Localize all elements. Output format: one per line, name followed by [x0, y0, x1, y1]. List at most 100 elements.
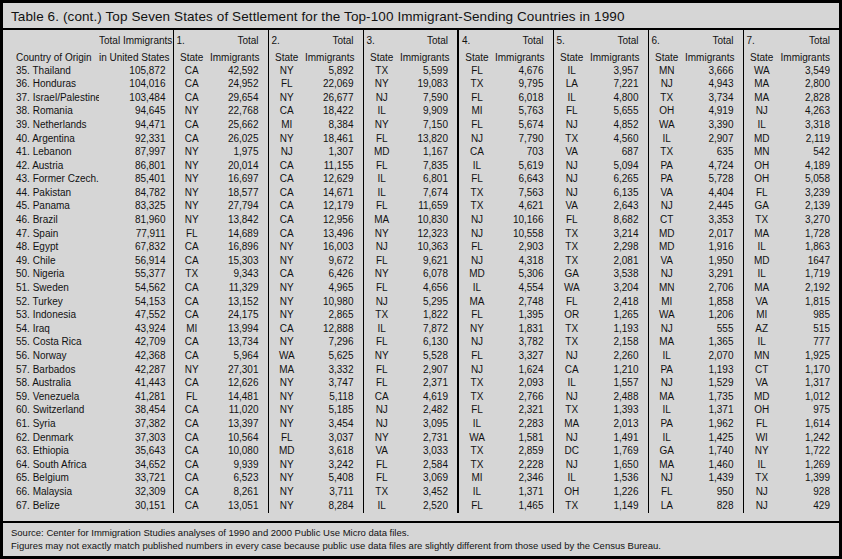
country-cell: 60. Switzerland	[3, 404, 99, 418]
state-cell: NY	[268, 241, 305, 255]
state-count-cell: 429	[780, 499, 839, 513]
state-count-cell: 10,564	[210, 431, 268, 445]
col-header-state-label: State	[363, 47, 400, 64]
state-count-cell: 1,728	[780, 227, 839, 241]
country-cell: 63. Ethiopia	[3, 445, 99, 459]
state-cell: OR	[553, 309, 590, 323]
total-immigrants-cell: 42,368	[99, 349, 173, 363]
state-count-cell: 1,925	[780, 349, 839, 363]
state-cell: FL	[363, 472, 400, 486]
state-cell: NJ	[363, 295, 400, 309]
country-cell: 59. Venezuela	[3, 390, 99, 404]
state-cell: CA	[173, 132, 210, 146]
table-row: 56. Norway42,368CA5,964WA5,625NY5,528FL3…	[3, 349, 839, 363]
state-count-cell: 1,581	[495, 431, 553, 445]
state-count-cell: 2,903	[495, 241, 553, 255]
col-header-total-label: Total	[590, 30, 648, 47]
state-cell: IL	[648, 132, 685, 146]
state-count-cell: 5,094	[590, 159, 648, 173]
country-cell: 56. Norway	[3, 349, 99, 363]
state-cell: VA	[363, 445, 400, 459]
state-cell: CA	[268, 105, 305, 119]
state-cell: MA	[363, 214, 400, 228]
state-count-cell: 42,592	[210, 64, 268, 78]
state-cell: TX	[458, 200, 495, 214]
state-count-cell: 3,204	[590, 282, 648, 296]
state-cell: NJ	[458, 363, 495, 377]
total-immigrants-cell: 92,331	[99, 132, 173, 146]
state-count-cell: 8,284	[305, 499, 363, 513]
state-cell: NJ	[268, 146, 305, 160]
state-count-cell: 2,520	[400, 499, 458, 513]
col-header-total-label: Total	[305, 30, 363, 47]
state-count-cell: 5,964	[210, 349, 268, 363]
state-cell: MA	[553, 417, 590, 431]
state-count-cell: 2,643	[590, 200, 648, 214]
state-count-cell: 13,842	[210, 214, 268, 228]
col-header-total-label: Total	[400, 30, 458, 47]
country-cell: 53. Indonesia	[3, 309, 99, 323]
country-cell: 57. Barbados	[3, 363, 99, 377]
state-cell: TX	[743, 214, 780, 228]
state-count-cell: 2,800	[780, 78, 839, 92]
state-count-cell: 6,523	[210, 472, 268, 486]
state-count-cell: 4,919	[685, 105, 743, 119]
state-cell: WA	[268, 349, 305, 363]
state-cell: IL	[743, 118, 780, 132]
country-cell: 36. Honduras	[3, 78, 99, 92]
table-row: 53. Indonesia47,552CA24,175NY2,865TX1,82…	[3, 309, 839, 323]
total-immigrants-cell: 84,782	[99, 186, 173, 200]
state-count-cell: 2,488	[590, 390, 648, 404]
state-cell: CA	[173, 282, 210, 296]
state-cell: TX	[553, 241, 590, 255]
state-cell: PA	[648, 159, 685, 173]
col-header-group-number: 4.	[458, 30, 495, 47]
state-cell: IL	[458, 282, 495, 296]
total-immigrants-cell: 33,721	[99, 472, 173, 486]
state-count-cell: 5,892	[305, 64, 363, 78]
state-count-cell: 828	[685, 499, 743, 513]
state-cell: WA	[648, 309, 685, 323]
table-row: 48. Egypt67,832CA16,896NY16,003NJ10,363F…	[3, 241, 839, 255]
state-count-cell: 3,538	[590, 268, 648, 282]
col-header-group-number: 3.	[363, 30, 400, 47]
table-row: 64. South Africa34,652CA9,939NY3,242FL2,…	[3, 458, 839, 472]
state-count-cell: 13,496	[305, 227, 363, 241]
table-body: 35. Thailand105,872CA42,592NY5,892TX5,59…	[3, 64, 839, 513]
total-immigrants-cell: 32,309	[99, 485, 173, 499]
state-cell: VA	[648, 254, 685, 268]
state-count-cell: 7,221	[590, 78, 648, 92]
state-cell: CA	[173, 241, 210, 255]
state-count-cell: 10,166	[495, 214, 553, 228]
state-cell: MA	[743, 282, 780, 296]
state-cell: PA	[648, 363, 685, 377]
state-cell: NJ	[553, 349, 590, 363]
state-count-cell: 3,454	[305, 417, 363, 431]
state-count-cell: 1,170	[780, 363, 839, 377]
state-cell: NJ	[553, 118, 590, 132]
state-cell: FL	[363, 336, 400, 350]
col-header-group-number: 6.	[648, 30, 685, 47]
table-row: 57. Barbados42,287NY27,301MA3,332FL2,907…	[3, 363, 839, 377]
state-count-cell: 5,058	[780, 173, 839, 187]
country-cell: 46. Brazil	[3, 214, 99, 228]
state-cell: FL	[458, 499, 495, 513]
state-count-cell: 1,831	[495, 322, 553, 336]
country-cell: 42. Austria	[3, 159, 99, 173]
state-count-cell: 13,152	[210, 295, 268, 309]
state-count-cell: 13,994	[210, 322, 268, 336]
state-cell: WA	[553, 282, 590, 296]
state-count-cell: 2,228	[495, 458, 553, 472]
state-cell: MD	[458, 268, 495, 282]
state-cell: TX	[553, 404, 590, 418]
state-count-cell: 1,012	[780, 390, 839, 404]
state-count-cell: 2,418	[590, 295, 648, 309]
state-cell: TX	[458, 458, 495, 472]
state-cell: CA	[268, 227, 305, 241]
state-count-cell: 5,619	[495, 159, 553, 173]
state-cell: CA	[173, 472, 210, 486]
table-row: 66. Malaysia32,309CA8,261NY3,711TX3,452I…	[3, 485, 839, 499]
table-header: Total Immigrants 1.Total2.Total3.Total4.…	[3, 30, 839, 64]
state-count-cell: 1,962	[685, 417, 743, 431]
col-header-immigrants-label: Immigrants	[305, 47, 363, 64]
